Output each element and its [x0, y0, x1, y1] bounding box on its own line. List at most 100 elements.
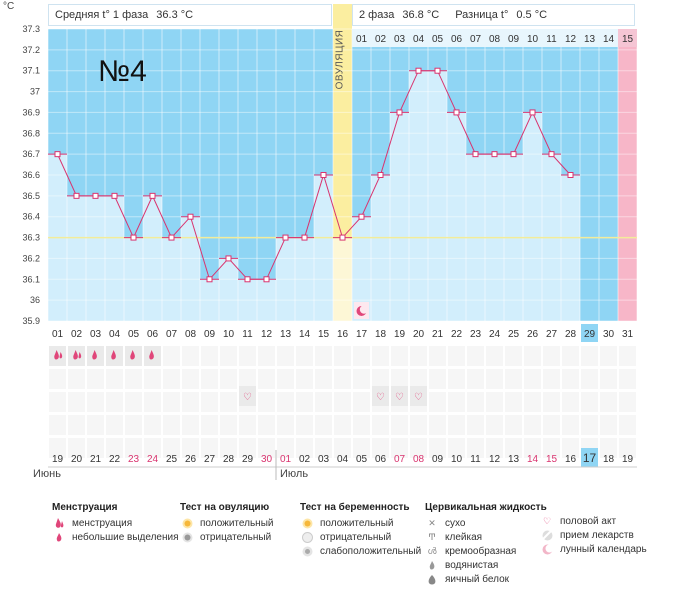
top-day-cell [371, 29, 390, 47]
temperature-bar [333, 237, 352, 321]
top-day-label: 14 [603, 34, 615, 45]
top-day-cell [504, 29, 523, 47]
cycle-day-label: 26 [527, 329, 539, 340]
cycle-day-label: 04 [109, 329, 121, 340]
legend-menstruation: Менструация менструация небольшие выделе… [52, 502, 179, 544]
menstruation-drop-icon [149, 350, 154, 360]
top-day-label: 01 [356, 34, 368, 45]
temperature-point [130, 234, 137, 241]
temperature-bar [371, 175, 390, 321]
symbol-cell [486, 369, 503, 389]
temperature-point [510, 151, 517, 158]
top-day-label: 06 [451, 34, 463, 45]
temperature-bar [124, 237, 143, 321]
symbol-cell [220, 392, 237, 412]
symbol-cell [258, 369, 275, 389]
calendar-date-label: 09 [432, 454, 444, 465]
y-tick-label: 36.9 [22, 107, 40, 117]
menstruation-drop-icon [111, 350, 116, 360]
pill-icon [540, 529, 554, 541]
symbol-cell [296, 369, 313, 389]
phase1-header: Средняя t° 1 фаза 36.3 °C [48, 4, 332, 26]
symbol-cell [220, 369, 237, 389]
cycle-day-label: 20 [413, 329, 425, 340]
cycle-day-label: 06 [147, 329, 159, 340]
phase1-value: 36.3 °C [156, 9, 194, 21]
cycle-day-label: 29 [584, 329, 596, 340]
calendar-date-label: 22 [109, 454, 121, 465]
cycle-day-label: 19 [394, 329, 406, 340]
top-day-cell [618, 29, 637, 47]
legend-item: половой акт [560, 515, 617, 527]
cycle-day-label: 01 [52, 329, 64, 340]
cycle-day-label: 16 [337, 329, 349, 340]
symbol-cell [353, 438, 370, 458]
cycle-day-label: 31 [622, 329, 634, 340]
light-bleeding-drop-icon [52, 531, 66, 543]
symbol-cell [182, 392, 199, 412]
legend-ovulation-test: Тест на овуляцию положительный отрицател… [180, 502, 273, 544]
symbol-cell [239, 415, 256, 435]
menstruation-drop-icon [130, 350, 135, 360]
menstruation-drop-icon [73, 350, 78, 360]
symbol-cell [277, 346, 294, 366]
symbol-cell [220, 346, 237, 366]
symbol-cell [391, 346, 408, 366]
symbol-cell [201, 369, 218, 389]
menstruation-drop-icon [54, 350, 59, 360]
symbol-cell [106, 438, 123, 458]
symbol-cell [296, 346, 313, 366]
symbol-cell [277, 415, 294, 435]
legend-title: Тест на овуляцию [180, 502, 270, 513]
calendar-date-label: 28 [223, 454, 235, 465]
cycle-day-label: 27 [546, 329, 558, 340]
temperature-point [472, 151, 479, 158]
symbol-cell [334, 369, 351, 389]
calendar-date-label: 03 [318, 454, 330, 465]
temperature-bar [105, 195, 124, 321]
symbol-cell [353, 392, 370, 412]
legend-title: Цервикальная жидкость [425, 502, 547, 513]
temperature-point [206, 276, 213, 283]
temperature-point [111, 192, 118, 199]
top-day-label: 09 [508, 34, 520, 45]
intercourse-cell [391, 386, 408, 406]
cycle-day-label: 07 [166, 329, 178, 340]
symbol-cell [239, 438, 256, 458]
today-calendar-highlight [581, 448, 598, 467]
symbol-cell [106, 369, 123, 389]
legend-item: лунный календарь [560, 543, 647, 555]
calendar-date-label: 24 [147, 454, 159, 465]
y-tick-label: 36.5 [22, 191, 40, 201]
symbol-cell [182, 369, 199, 389]
symbol-cell [467, 438, 484, 458]
symbol-cell [600, 392, 617, 412]
symbol-cell [201, 392, 218, 412]
temperature-bar [86, 195, 105, 321]
temperature-point [263, 276, 270, 283]
top-day-label: 02 [375, 34, 387, 45]
symbol-cell [524, 346, 541, 366]
calendar-date-label: 27 [204, 454, 216, 465]
symbol-cell [315, 392, 332, 412]
temperature-bar [257, 279, 276, 321]
symbol-cell [391, 438, 408, 458]
calendar-date-label: 15 [546, 454, 558, 465]
symbol-cell [410, 346, 427, 366]
symbol-cell [391, 369, 408, 389]
symbol-cell [448, 346, 465, 366]
symbol-cell [277, 438, 294, 458]
symbol-cell [562, 392, 579, 412]
cycle-day-label: 23 [470, 329, 482, 340]
cycle-day-label: 12 [261, 329, 273, 340]
legend-item: положительный [320, 517, 394, 529]
top-day-label: 04 [413, 34, 425, 45]
symbol-cell [163, 369, 180, 389]
symbol-cell [68, 438, 85, 458]
symbol-cell [315, 346, 332, 366]
symbol-cell [182, 346, 199, 366]
watery-drop-icon [425, 559, 439, 571]
temperature-point [415, 67, 422, 74]
temperature-point [244, 276, 251, 283]
